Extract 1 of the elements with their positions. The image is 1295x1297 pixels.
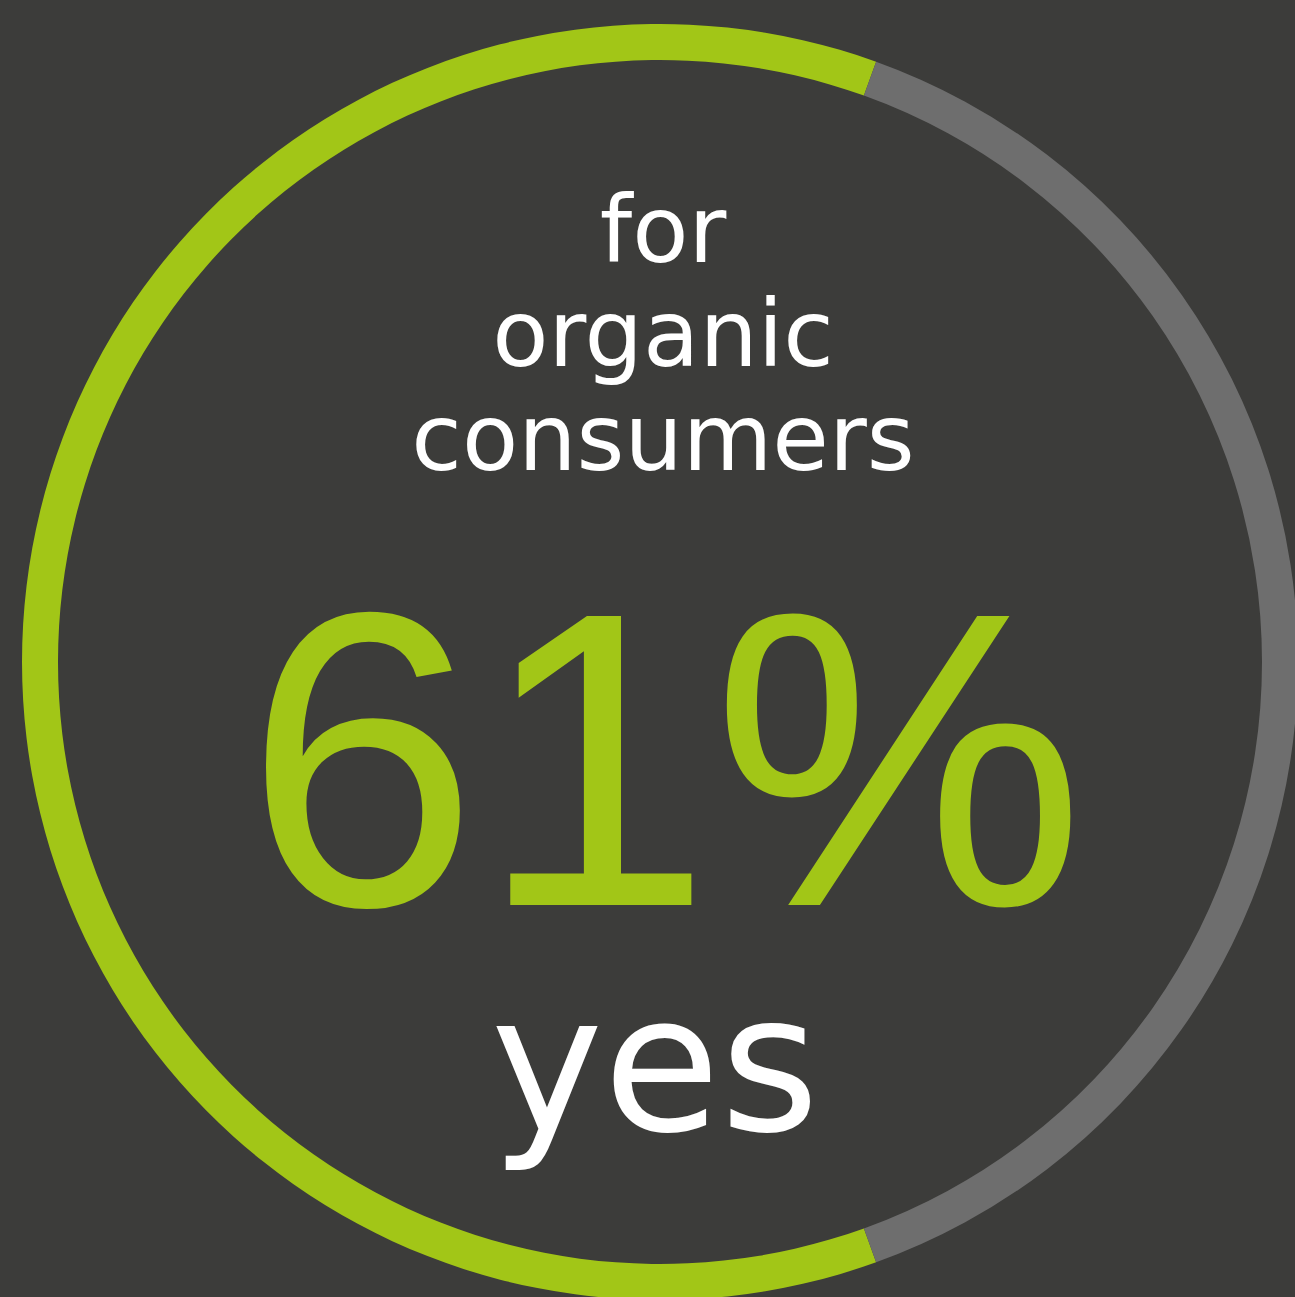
text: for organic consumers	[411, 177, 915, 492]
